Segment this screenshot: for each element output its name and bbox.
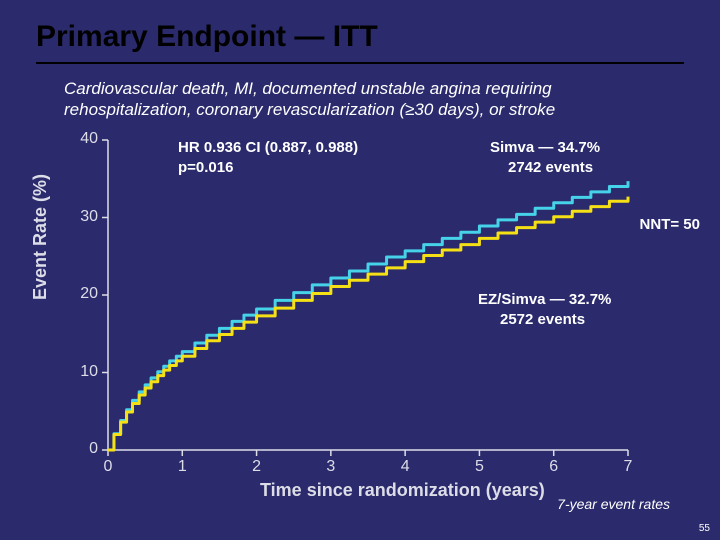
x-tick: 3 [321,458,341,476]
y-tick: 30 [68,208,98,226]
x-axis-label: Time since randomization (years) [260,480,545,501]
y-tick: 10 [68,363,98,381]
slide: Primary Endpoint — ITT Cardiovascular de… [0,0,720,540]
series-ez-simva [108,197,628,450]
x-tick: 0 [98,458,118,476]
slide-subtitle: Cardiovascular death, MI, documented uns… [64,78,664,121]
title-underline [36,62,684,64]
y-tick: 40 [68,130,98,148]
x-tick: 6 [544,458,564,476]
page-number: 55 [699,523,710,534]
slide-title: Primary Endpoint — ITT [36,20,378,54]
x-tick: 1 [172,458,192,476]
y-axis-label: Event Rate (%) [30,174,51,300]
footnote: 7-year event rates [557,496,670,512]
y-tick: 20 [68,285,98,303]
x-tick: 5 [469,458,489,476]
km-chart [58,130,658,500]
x-tick: 7 [618,458,638,476]
y-tick: 0 [68,440,98,458]
x-tick: 2 [247,458,267,476]
x-tick: 4 [395,458,415,476]
